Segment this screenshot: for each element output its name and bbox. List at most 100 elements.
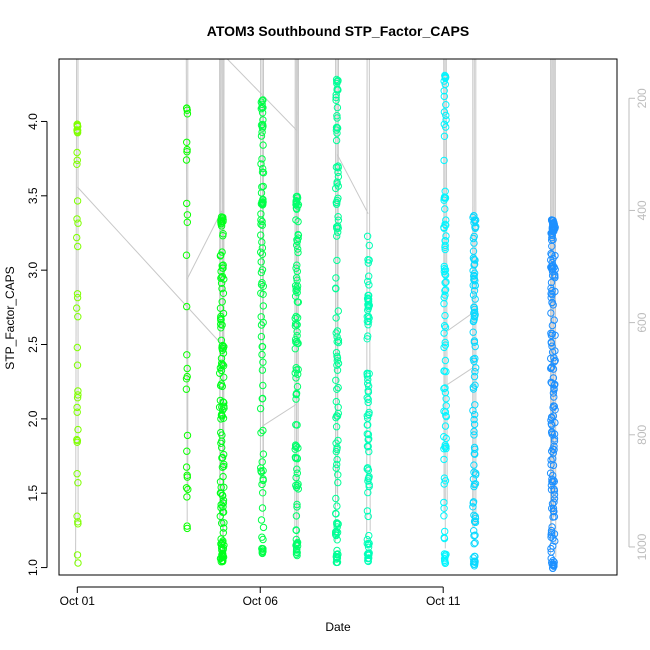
data-point — [218, 463, 227, 471]
data-point — [217, 320, 225, 328]
data-point — [293, 205, 301, 213]
data-point — [550, 430, 559, 438]
data-point — [219, 289, 228, 297]
data-point — [293, 454, 301, 462]
data-point — [256, 404, 265, 413]
data-point — [547, 249, 555, 258]
data-point — [292, 481, 300, 490]
data-point — [471, 480, 480, 488]
data-point — [217, 216, 225, 224]
data-point — [440, 455, 448, 464]
connector-line — [336, 153, 369, 214]
y2-tick-label: 1000 — [635, 533, 649, 560]
data-point — [73, 438, 81, 446]
data-point — [291, 292, 300, 300]
data-point — [217, 274, 225, 282]
data-point — [548, 430, 556, 438]
data-point — [258, 342, 266, 351]
data-point — [183, 447, 191, 455]
data-point — [363, 507, 372, 515]
data-point — [184, 485, 192, 494]
chart-title: ATOM3 Southbound STP_Factor_CAPS — [207, 23, 469, 39]
data-point — [548, 290, 556, 299]
data-point — [551, 225, 559, 233]
data-point — [183, 148, 191, 156]
data-point — [183, 493, 191, 501]
data-point — [441, 527, 449, 536]
data-point — [440, 132, 449, 141]
data-point — [292, 284, 300, 292]
data-point — [292, 216, 300, 224]
data-point — [471, 517, 479, 525]
data-point — [334, 172, 343, 181]
data-point — [74, 391, 82, 399]
data-point — [332, 274, 340, 282]
data-point — [217, 273, 226, 281]
x-tick-label: Oct 11 — [426, 594, 461, 608]
data-point — [333, 385, 341, 393]
data-point — [334, 338, 343, 347]
data-point — [363, 535, 371, 544]
data-point — [549, 235, 557, 244]
data-point — [547, 544, 555, 553]
data-point — [549, 471, 557, 480]
data-point — [550, 220, 558, 228]
data-point — [291, 335, 300, 344]
data-point — [333, 338, 341, 346]
y-tick-label: 3.5 — [26, 187, 40, 204]
data-point — [364, 421, 372, 429]
data-point — [442, 434, 450, 443]
data-point — [219, 217, 227, 226]
data-point — [294, 245, 302, 253]
data-point — [332, 558, 341, 567]
data-point — [294, 201, 303, 209]
data-point — [441, 408, 450, 416]
data-point — [334, 307, 342, 315]
data-point — [441, 245, 449, 254]
data-point — [334, 224, 342, 233]
data-point — [219, 529, 228, 537]
data-point — [73, 120, 82, 128]
data-point — [258, 548, 266, 557]
data-point — [220, 462, 228, 471]
data-point — [547, 309, 555, 317]
data-point — [442, 111, 450, 120]
data-point — [547, 529, 556, 537]
data-point — [73, 290, 82, 298]
data-point — [364, 541, 373, 549]
data-point — [548, 523, 556, 531]
data-point — [440, 264, 449, 273]
data-point — [442, 278, 450, 286]
data-point — [73, 156, 82, 165]
data-point — [73, 233, 81, 242]
data-point — [334, 383, 342, 392]
data-point — [182, 251, 191, 259]
data-point — [333, 455, 341, 464]
data-point — [182, 156, 191, 164]
data-point — [217, 535, 225, 543]
data-point — [549, 561, 557, 570]
data-point — [332, 285, 340, 293]
data-point — [365, 447, 373, 456]
data-point — [441, 73, 450, 82]
data-point — [471, 256, 479, 264]
y-tick-label: 2.5 — [26, 336, 40, 353]
data-point — [294, 370, 302, 378]
data-point — [472, 364, 480, 372]
y-tick-label: 3.0 — [26, 262, 40, 279]
data-point — [470, 415, 478, 424]
data-point — [292, 389, 301, 398]
data-point — [293, 236, 301, 244]
data-point — [257, 467, 265, 475]
data-point — [440, 498, 448, 507]
data-point — [293, 332, 301, 340]
data-point — [293, 549, 301, 557]
x-axis-label: Date — [325, 620, 351, 634]
data-point — [334, 228, 342, 236]
data-point — [183, 145, 191, 154]
data-point — [292, 442, 301, 450]
data-point — [470, 527, 478, 535]
data-point — [257, 258, 265, 266]
data-point — [364, 512, 372, 521]
data-point — [218, 321, 226, 329]
